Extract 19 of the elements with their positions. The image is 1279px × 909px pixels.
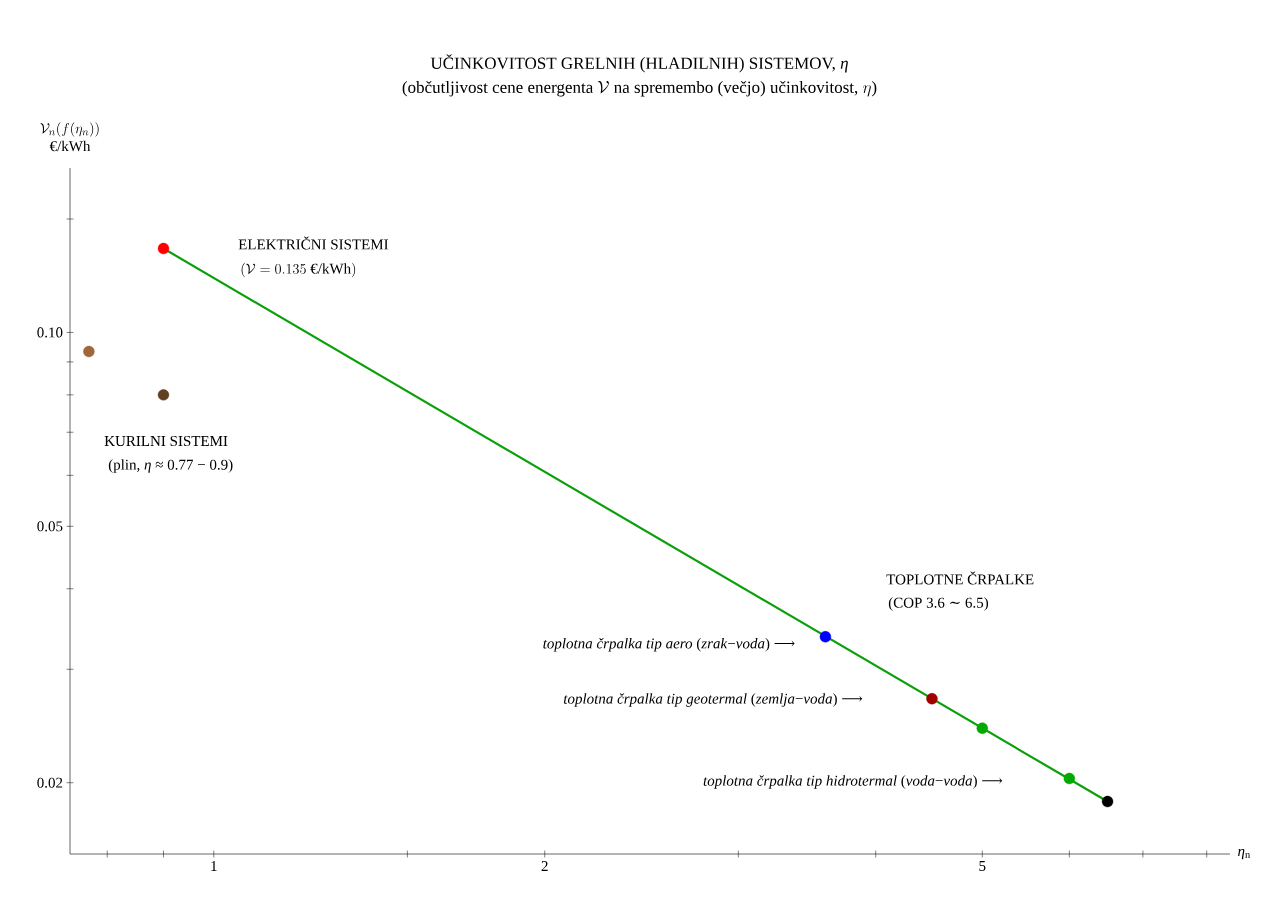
y-axis-title: $\begin{array}{c}\mathcal{V}_n(f(\eta_n))\\ \text{€/kWh}\end{array}$ (40, 122, 99, 152)
x-tick-label: 5 (979, 861, 986, 871)
y-tick-label: 0.05 (37, 521, 63, 532)
chart-subtitle: $\text{(občutljivost cene energenta }\mathcal{V}\text{ na spremembo (večjo) učinkovitost, }\eta\text{)}$ (402, 81, 877, 97)
annotation: toplotna črpalka tip hidrotermal (voda−voda) ⟶ (703, 775, 1003, 789)
y-tick-label: 0.10 (37, 327, 63, 338)
x-axis-title: η$_{n}$ (1238, 848, 1251, 860)
x-tick-label: 1 (211, 861, 217, 871)
annotation: (plin, η ≈ 0.77 − 0.9) (108, 459, 233, 473)
annotation: toplotna črpalka tip geotermal (zemlja−voda) ⟶ (563, 693, 863, 707)
annotation: (COP 3.6 ∼ 6.5) (888, 597, 989, 611)
annotation: ELEKTRIČNI SISTEMI (238, 236, 389, 250)
annotation: $(\mathcal{V} = 0.135\ \text{€/kWh})$ (241, 262, 356, 278)
x-tick-label: 2 (541, 861, 548, 871)
chart-title: UČINKOVITOST GRELNIH (HLADILNIH) SISTEMOV, η (430, 54, 848, 73)
y-tick-label: 0.02 (37, 777, 63, 788)
annotation: TOPLOTNE ČRPALKE (886, 571, 1034, 585)
annotation: KURILNI SISTEMI (104, 435, 228, 447)
annotation: toplotna črpalka tip aero (zrak−voda) ⟶ (543, 637, 795, 652)
